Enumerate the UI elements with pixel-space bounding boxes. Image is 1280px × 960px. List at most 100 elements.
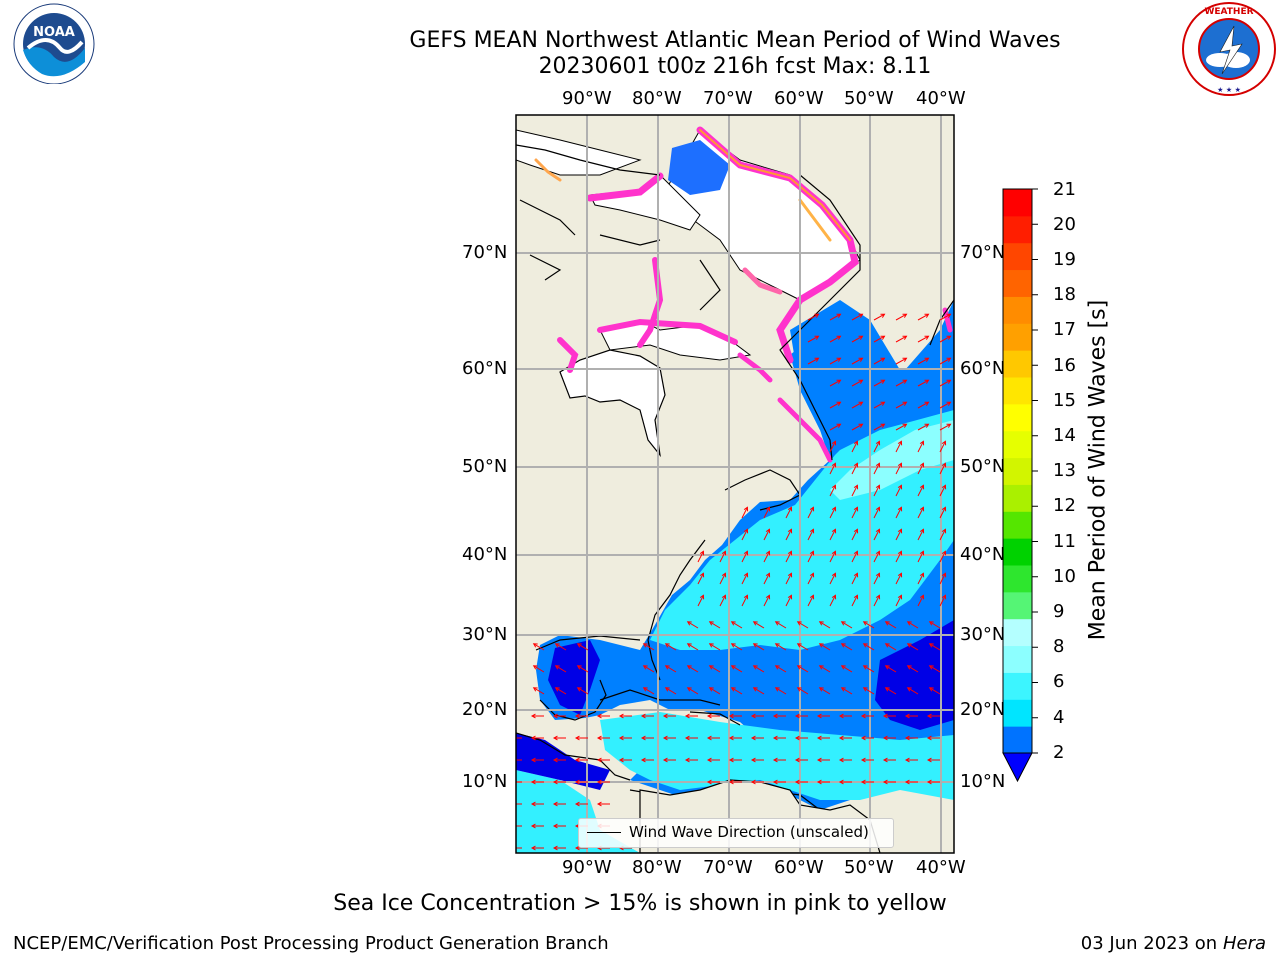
wind-wave-arrowhead xyxy=(596,801,602,807)
wind-wave-arrowhead xyxy=(510,802,514,806)
map-area xyxy=(510,115,954,853)
wind-wave-arrowhead xyxy=(853,440,859,446)
wind-wave-arrowhead xyxy=(642,643,648,648)
colorbar-tick-11: 11 xyxy=(1053,531,1076,552)
wind-wave-arrowhead xyxy=(809,506,815,512)
wind-wave-arrowhead xyxy=(772,757,778,763)
wind-wave-arrowhead xyxy=(686,687,692,692)
wind-wave-arrow xyxy=(785,507,792,519)
colorbar-segment xyxy=(1003,565,1032,593)
wind-wave-arrowhead xyxy=(941,550,947,556)
wind-wave-arrow xyxy=(895,441,902,453)
lat-label-left-30n: 30°N xyxy=(462,624,508,645)
wind-wave-arrowhead xyxy=(862,643,868,648)
wind-wave-arrowhead xyxy=(924,423,930,428)
wind-wave-arrow xyxy=(851,441,858,453)
wind-wave-arrowhead xyxy=(831,440,837,446)
wind-wave-arrow xyxy=(895,379,907,387)
wind-wave-arrow xyxy=(851,551,858,563)
wind-wave-arrowhead xyxy=(640,735,646,741)
wind-wave-arrowhead xyxy=(772,735,778,741)
wind-wave-arrow xyxy=(753,621,765,629)
lat-label-left-60n: 60°N xyxy=(462,358,508,379)
svg-text:★ ★ ★: ★ ★ ★ xyxy=(1217,86,1241,94)
wind-wave-arrow xyxy=(775,687,787,695)
colorbar-label: Mean Period of Wind Waves [s] xyxy=(1085,299,1111,641)
wind-wave-arrow xyxy=(885,643,897,651)
wind-wave-arrowhead xyxy=(796,643,802,648)
wind-wave-arrowhead xyxy=(752,621,758,626)
wind-wave-arrowhead xyxy=(730,687,736,692)
wind-wave-arrow xyxy=(775,665,787,673)
wind-wave-arrowhead xyxy=(860,779,866,785)
wind-wave-arrow xyxy=(895,335,907,343)
wind-wave-arrowhead xyxy=(794,757,800,763)
wind-wave-arrowhead xyxy=(706,757,712,763)
wind-wave-arrow xyxy=(807,313,819,321)
wind-wave-arrowhead xyxy=(884,687,890,692)
wind-wave-arrow xyxy=(917,507,924,519)
wind-wave-arrowhead xyxy=(708,665,714,670)
wind-wave-arrowhead xyxy=(618,735,624,741)
wind-wave-arrowhead xyxy=(836,313,842,318)
wind-wave-arrowhead xyxy=(862,665,868,670)
wind-wave-arrowhead xyxy=(924,357,930,362)
wind-wave-arrowhead xyxy=(884,643,890,648)
caribbean-cyan xyxy=(600,712,954,800)
wind-wave-arrowhead xyxy=(510,758,514,762)
wind-wave-arrow xyxy=(873,529,880,541)
generation-date: 03 Jun 2023 on Hera xyxy=(1081,933,1266,954)
wind-wave-arrow xyxy=(863,687,875,695)
wind-wave-arrow xyxy=(753,665,765,673)
wind-wave-arrow xyxy=(929,687,941,695)
wind-wave-arrow xyxy=(939,313,951,321)
wind-wave-arrow xyxy=(851,507,858,519)
wind-wave-arrow xyxy=(895,551,902,563)
wind-wave-arrowhead xyxy=(928,643,934,648)
wind-wave-arrow xyxy=(907,687,919,695)
wind-wave-arrow xyxy=(741,507,748,519)
wind-wave-arrowhead xyxy=(750,713,756,719)
colorbar-segment xyxy=(1003,430,1032,459)
wind-wave-arrowhead xyxy=(743,594,749,600)
wind-wave-arrowhead xyxy=(858,423,864,428)
wind-wave-arrow xyxy=(741,529,748,541)
wind-wave-arrowhead xyxy=(836,335,842,340)
wind-wave-arrow xyxy=(917,529,924,541)
wind-wave-arrowhead xyxy=(924,335,930,340)
wind-wave-arrow xyxy=(873,423,885,431)
wind-wave-arrow xyxy=(797,643,809,651)
lon-label-bottom-40w: 40°W xyxy=(916,857,966,878)
wind-wave-arrowhead xyxy=(919,572,925,578)
wind-wave-arrow xyxy=(819,687,831,695)
arctic-northwest xyxy=(516,129,642,176)
wind-wave-arrowhead xyxy=(831,528,837,534)
wind-wave-arrow xyxy=(697,573,704,585)
wind-wave-arrowhead xyxy=(880,313,886,318)
wind-wave-arrow xyxy=(741,595,748,607)
wind-wave-arrowhead xyxy=(721,572,727,578)
wind-wave-arrow xyxy=(829,357,841,365)
wind-wave-arrowhead xyxy=(831,550,837,556)
wind-wave-arrowhead xyxy=(836,401,842,406)
wind-wave-arrowhead xyxy=(919,506,925,512)
wind-wave-arrowhead xyxy=(699,594,705,600)
wind-wave-arrowhead xyxy=(904,713,910,719)
wind-wave-arrowhead xyxy=(884,621,890,626)
wind-wave-arrowhead xyxy=(814,313,820,318)
wind-wave-arrowhead xyxy=(941,440,947,446)
colorbar-segment xyxy=(1003,242,1032,271)
wind-wave-arrowhead xyxy=(814,335,820,340)
lon-label-top-80w: 80°W xyxy=(632,88,682,109)
wind-wave-arrow xyxy=(687,621,699,629)
wind-wave-arrow xyxy=(917,595,924,607)
wind-wave-arrowhead xyxy=(946,357,952,362)
wind-wave-arrowhead xyxy=(853,462,859,468)
wind-wave-arrowhead xyxy=(787,506,793,512)
wind-wave-arrow xyxy=(555,643,567,651)
wind-wave-arrowhead xyxy=(838,757,844,763)
colorbar-segment xyxy=(1003,269,1032,297)
colorbar-tick-9: 9 xyxy=(1053,601,1065,622)
wind-wave-arrow xyxy=(873,335,885,343)
wind-wave-arrowhead xyxy=(530,757,536,763)
